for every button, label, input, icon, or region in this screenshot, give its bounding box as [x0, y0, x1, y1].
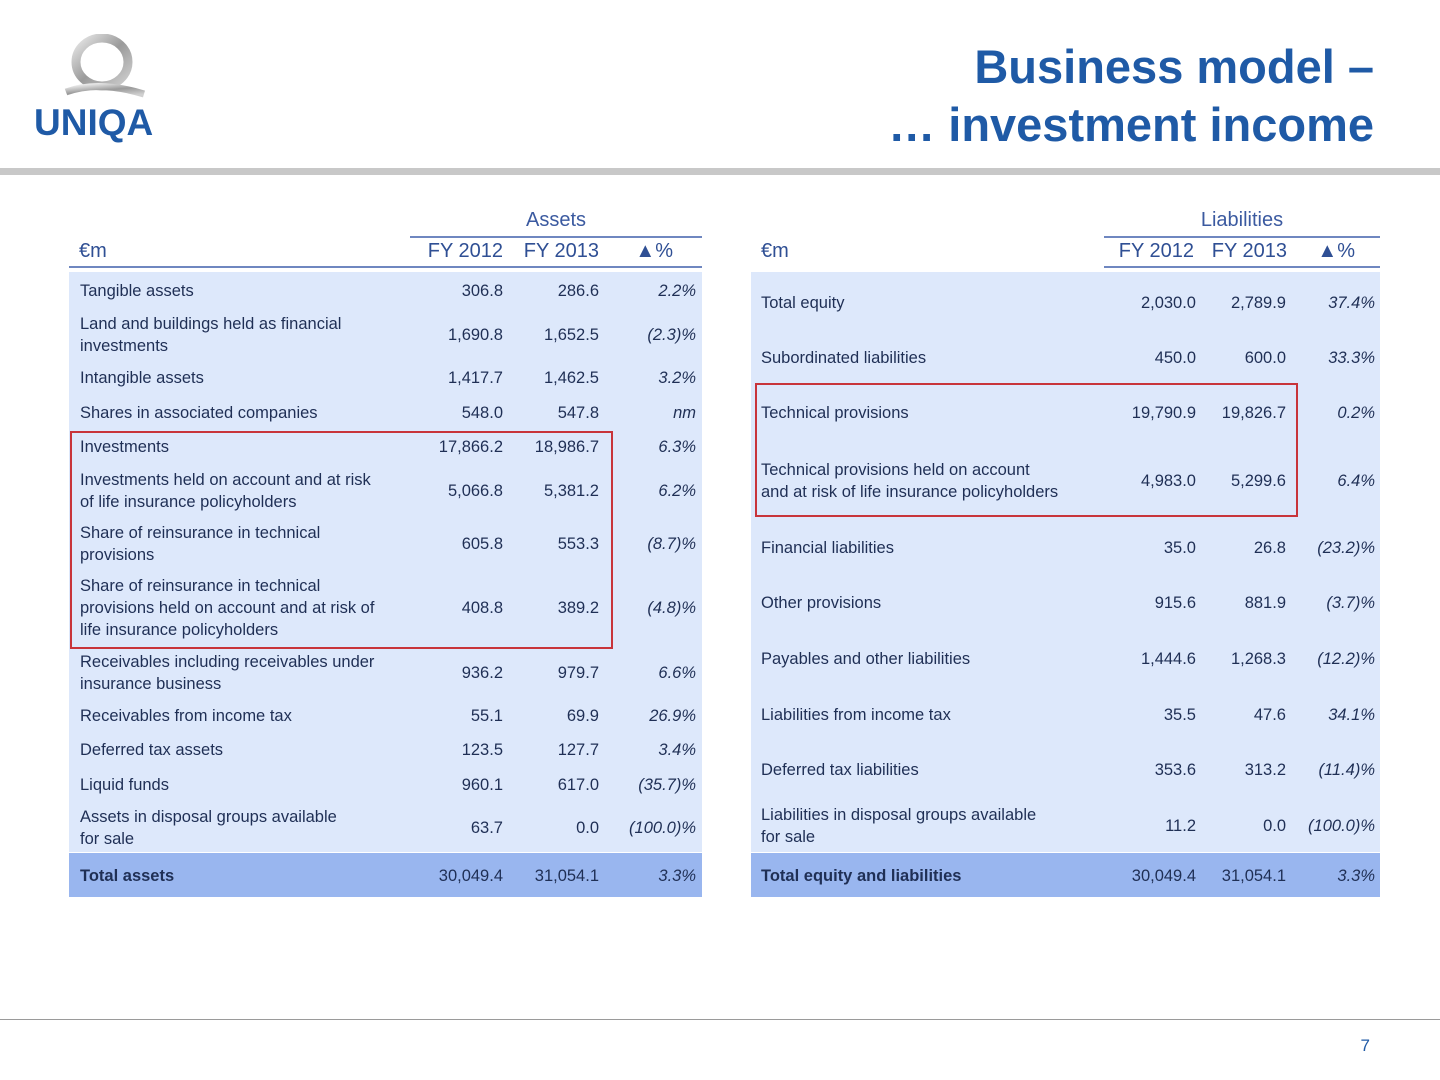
- assets-col-fy2012: FY 2012: [427, 240, 503, 262]
- assets-col-fy2013: FY 2013: [523, 240, 599, 262]
- investments-highlight-box: [70, 431, 613, 649]
- assets-header-line: [69, 266, 702, 268]
- assets-total-band: [69, 853, 702, 897]
- liabilities-group-title: Liabilities: [1200, 209, 1284, 231]
- uniqa-logo: UNIQA: [34, 34, 174, 144]
- brand-name: UNIQA: [34, 102, 154, 143]
- liabilities-body: [751, 272, 1380, 852]
- liabilities-table: Liabilities €m FY 2012 FY 2013 ▲% Total …: [751, 205, 1380, 900]
- assets-col-change: ▲%: [635, 240, 673, 262]
- liabilities-total-band: [751, 853, 1380, 897]
- liabilities-group-line: [1104, 236, 1380, 238]
- title-line-1: Business model –: [974, 40, 1374, 93]
- footer-divider: [0, 1019, 1440, 1020]
- assets-body: [69, 272, 702, 852]
- liabilities-col-fy2012: FY 2012: [1118, 240, 1194, 262]
- page-title: Business model – … investment income: [888, 38, 1374, 154]
- page-number: 7: [1360, 1036, 1370, 1055]
- uniqa-q-icon: [64, 34, 146, 98]
- header-divider: [0, 168, 1440, 175]
- assets-group-line: [410, 236, 702, 238]
- technical-provisions-highlight-box: [755, 383, 1298, 517]
- liabilities-header-line: [1104, 266, 1380, 268]
- assets-table: Assets €m FY 2012 FY 2013 ▲% Tangible as…: [69, 205, 702, 900]
- liabilities-col-change: ▲%: [1317, 240, 1355, 262]
- assets-unit-header: €m: [79, 240, 107, 262]
- assets-group-title: Assets: [525, 209, 587, 231]
- liabilities-unit-header: €m: [761, 240, 789, 262]
- title-line-2: … investment income: [888, 98, 1374, 151]
- liabilities-col-fy2013: FY 2013: [1211, 240, 1287, 262]
